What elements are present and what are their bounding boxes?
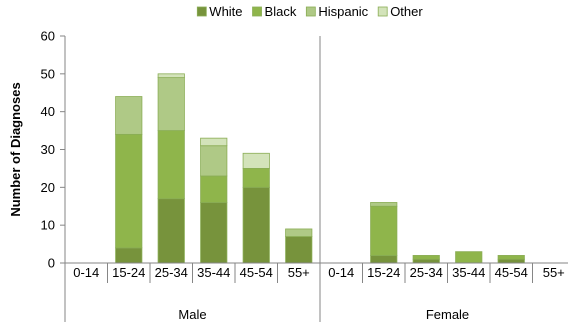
y-tick-label: 20 xyxy=(41,180,55,195)
x-tick-label: 45-54 xyxy=(240,265,273,280)
bar-segment-black xyxy=(242,168,270,188)
legend-label: Black xyxy=(265,4,297,19)
x-tick-label: 35-44 xyxy=(197,265,230,280)
x-tick-label: 55+ xyxy=(288,265,310,280)
x-axis: 0-14 15-24 25-34 35-44 45-54 55+ 0-14 15-24 25-3… xyxy=(64,36,568,322)
x-tick-label: 25-34 xyxy=(410,265,443,280)
bar-segment-hispanic xyxy=(200,145,228,177)
y-tick-label: 60 xyxy=(41,29,55,44)
x-tick-label: 0-14 xyxy=(73,265,99,280)
bar-segment-other xyxy=(200,137,228,147)
bar-segment-other xyxy=(242,152,270,169)
bar-segment-black xyxy=(370,205,398,256)
x-tick-label: 35-44 xyxy=(452,265,485,280)
bar-segment-white xyxy=(200,202,228,264)
bar-segment-white xyxy=(115,247,143,264)
legend-swatch xyxy=(305,6,316,17)
y-axis: 0 10 20 30 40 50 60 xyxy=(41,29,66,271)
bar-segment-black xyxy=(200,175,228,203)
bar-segment-white xyxy=(242,186,270,264)
bar-segment-black xyxy=(115,133,143,249)
legend-swatch xyxy=(252,6,262,17)
x-tick-label: 25-34 xyxy=(155,265,188,280)
x-group-label: Female xyxy=(426,307,469,322)
bar-segment-white xyxy=(412,258,440,264)
bar-segment-black xyxy=(455,251,483,264)
bar-segment-black xyxy=(497,255,525,260)
bar-segment-hispanic xyxy=(370,202,398,207)
y-tick-label: 10 xyxy=(41,218,55,233)
y-tick-label: 50 xyxy=(41,66,55,81)
bar-segment-black xyxy=(157,130,185,200)
bar-segment-black xyxy=(412,255,440,260)
bar-segment-white xyxy=(370,255,398,264)
x-tick-label: 55+ xyxy=(543,265,565,280)
legend-items: White Black Hispanic Other xyxy=(196,4,423,19)
legend-item-white: White xyxy=(196,4,243,19)
bar-segment-other xyxy=(157,73,185,79)
legend-label: Other xyxy=(390,4,423,19)
bar-segment-hispanic xyxy=(157,77,185,131)
y-tick-label: 0 xyxy=(48,256,55,271)
bar-segment-hispanic xyxy=(115,96,143,135)
x-group-label: Male xyxy=(178,307,206,322)
legend: White Black Hispanic Other xyxy=(196,4,423,19)
legend-item-other: Other xyxy=(377,4,423,19)
y-tick-label: 30 xyxy=(41,142,55,157)
x-tick-label: 15-24 xyxy=(367,265,400,280)
x-tick-label: 15-24 xyxy=(112,265,145,280)
legend-item-black: Black xyxy=(252,4,297,19)
bar-segment-hispanic xyxy=(285,228,313,237)
legend-item-hispanic: Hispanic xyxy=(305,4,369,19)
legend-swatch xyxy=(196,6,207,17)
y-tick-label: 40 xyxy=(41,104,55,119)
bar-segment-white xyxy=(157,198,185,264)
legend-label: Hispanic xyxy=(318,4,368,19)
legend-label: White xyxy=(209,4,242,19)
y-axis-label: Number of Diagnoses xyxy=(8,82,23,216)
legend-swatch xyxy=(377,6,388,17)
x-tick-label: 0-14 xyxy=(328,265,354,280)
bars xyxy=(115,73,525,264)
x-tick-label: 45-54 xyxy=(495,265,528,280)
bar-segment-white xyxy=(497,258,525,264)
bar-segment-white xyxy=(285,236,313,264)
